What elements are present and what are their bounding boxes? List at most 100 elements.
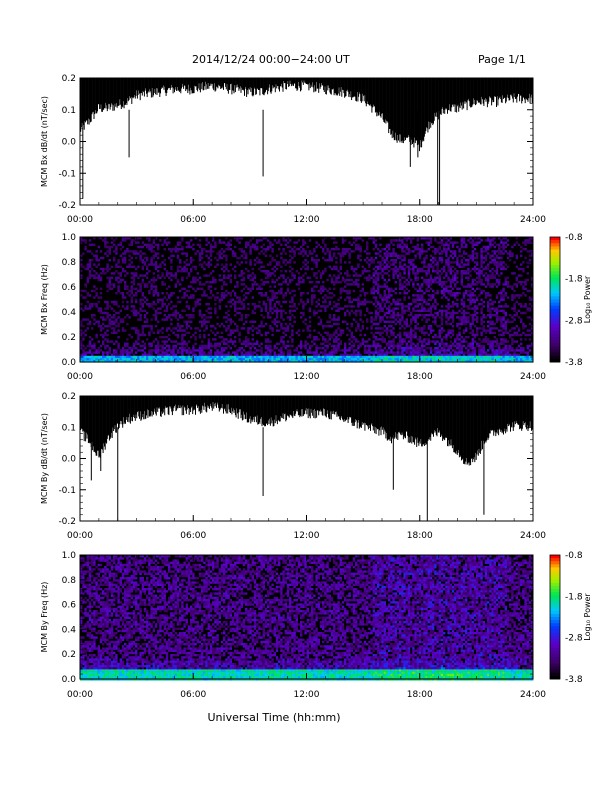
heatmap-cell — [326, 340, 329, 343]
heatmap-cell — [425, 338, 428, 341]
heatmap-cell — [346, 322, 349, 326]
heatmap-cell — [302, 329, 305, 332]
heatmap-cell — [139, 274, 142, 277]
heatmap-cell — [176, 265, 180, 268]
heatmap-cell — [317, 243, 320, 246]
heatmap-cell — [212, 360, 215, 363]
heatmap-cell — [335, 305, 338, 308]
heatmap-cell — [390, 294, 393, 297]
heatmap-cell — [377, 358, 380, 361]
heatmap-cell — [198, 298, 202, 301]
heatmap-cell — [260, 245, 263, 249]
heatmap-cell — [381, 285, 384, 288]
heatmap-cell — [273, 274, 276, 277]
heatmap-cell — [416, 351, 419, 354]
heatmap-cell — [143, 300, 147, 304]
heatmap-cell — [445, 289, 448, 293]
heatmap-cell — [229, 353, 232, 356]
heatmap-cell — [324, 349, 327, 352]
heatmap-cell — [201, 265, 204, 268]
heatmap-cell — [253, 281, 257, 284]
heatmap-cell — [132, 358, 136, 361]
heatmap-cell — [152, 254, 155, 257]
heatmap-cell — [205, 353, 208, 356]
heatmap-cell — [106, 289, 109, 293]
heatmap-cell — [374, 239, 378, 242]
heatmap-cell — [99, 325, 103, 328]
heatmap-cell — [168, 276, 171, 279]
heatmap-cell — [456, 298, 459, 301]
heatmap-cell — [410, 329, 413, 332]
heatmap-cell — [357, 283, 360, 286]
heatmap-cell — [128, 347, 131, 350]
heatmap-cell — [126, 237, 129, 240]
heatmap-cell — [253, 245, 257, 249]
heatmap-cell — [399, 353, 402, 356]
heatmap-cell — [251, 267, 254, 271]
heatmap-cell — [209, 358, 213, 361]
x-tick-label: 12:00 — [294, 215, 320, 225]
heatmap-cell — [234, 353, 237, 356]
heatmap-cell — [416, 294, 419, 297]
heatmap-cell — [280, 283, 283, 286]
heatmap-cell — [284, 252, 287, 255]
heatmap-cell — [209, 252, 213, 255]
heatmap-cell — [438, 283, 441, 286]
heatmap-cell — [262, 265, 265, 268]
heatmap-cell — [139, 355, 142, 359]
heatmap-cell — [405, 325, 408, 328]
heatmap-cell — [339, 272, 342, 275]
heatmap-cell — [313, 259, 316, 262]
heatmap-cell — [346, 270, 349, 273]
heatmap-cell — [234, 336, 237, 339]
heatmap-cell — [322, 241, 325, 244]
heatmap-cell — [132, 360, 136, 363]
heatmap-cell — [443, 276, 446, 279]
heatmap-cell — [220, 296, 224, 299]
heatmap-cell — [425, 355, 428, 359]
heatmap-cell — [339, 307, 342, 310]
heatmap-cell — [368, 237, 371, 240]
heatmap-cell — [366, 270, 369, 273]
heatmap-cell — [102, 256, 105, 260]
heatmap-cell — [128, 351, 131, 354]
heatmap-cell — [95, 287, 98, 290]
heatmap-cell — [337, 303, 340, 306]
heatmap-cell — [275, 307, 279, 310]
heatmap-cell — [115, 263, 118, 266]
heatmap-cell — [236, 300, 239, 304]
heatmap-cell — [410, 327, 413, 330]
heatmap-cell — [172, 254, 175, 257]
heatmap-cell — [403, 263, 406, 266]
heatmap-cell — [273, 259, 276, 262]
heatmap-cell — [203, 358, 206, 361]
heatmap-cell — [146, 243, 149, 246]
heatmap-cell — [381, 360, 384, 363]
heatmap-cell — [271, 256, 274, 260]
heatmap-cell — [390, 340, 393, 343]
heatmap-cell — [427, 267, 430, 271]
heatmap-cell — [267, 270, 270, 273]
heatmap-cell — [218, 274, 221, 277]
heatmap-cell — [152, 307, 155, 310]
heatmap-cell — [218, 355, 221, 359]
heatmap-cell — [163, 351, 166, 354]
heatmap-cell — [225, 358, 228, 361]
heatmap-cell — [205, 320, 208, 323]
heatmap-cell — [143, 296, 147, 299]
heatmap-cell — [269, 325, 272, 328]
heatmap-cell — [132, 239, 136, 242]
heatmap-cell — [104, 347, 107, 350]
heatmap-cell — [381, 276, 384, 279]
heatmap-cell — [438, 358, 441, 361]
heatmap-cell — [427, 283, 430, 286]
heatmap-cell — [445, 248, 448, 251]
heatmap-cell — [249, 274, 252, 277]
heatmap-cell — [275, 278, 279, 282]
heatmap-cell — [399, 358, 402, 361]
heatmap-cell — [324, 307, 327, 310]
heatmap-cell — [282, 237, 285, 240]
heatmap-cell — [273, 270, 276, 273]
heatmap-cell — [306, 261, 309, 264]
heatmap-cell — [379, 351, 382, 354]
